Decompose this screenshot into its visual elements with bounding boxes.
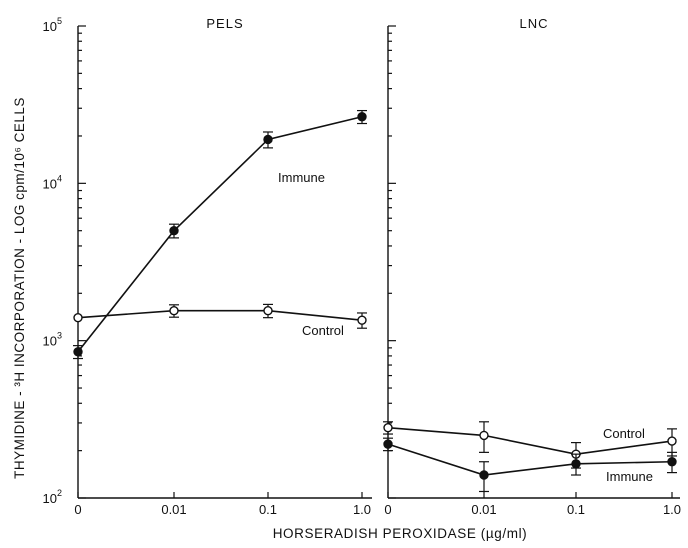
series-control <box>73 303 367 329</box>
series-line <box>387 443 673 476</box>
x-tick-label: 0 <box>74 502 81 517</box>
y-tick-label: 104 <box>43 173 62 191</box>
series-line <box>77 115 363 353</box>
series-label-control: Control <box>302 323 344 338</box>
x-tick-label: 0.1 <box>567 502 585 517</box>
series-immune <box>73 109 367 360</box>
series-label-immune: Immune <box>278 170 325 185</box>
x-axis-label: HORSERADISH PEROXIDASE (µg/ml) <box>273 526 528 541</box>
x-tick-label: 1.0 <box>353 502 371 517</box>
y-tick-label: 105 <box>43 16 62 34</box>
data-point <box>263 134 273 145</box>
panel-title: LNC <box>519 16 548 31</box>
data-point <box>357 315 367 325</box>
x-tick-label: 0.01 <box>161 502 186 517</box>
data-point <box>383 422 393 433</box>
data-point <box>479 430 489 441</box>
data-point <box>667 457 677 467</box>
data-point <box>169 225 179 236</box>
data-point <box>479 470 489 480</box>
x-tick-label: 0.01 <box>471 502 496 517</box>
data-point <box>169 306 179 316</box>
data-point <box>667 436 677 446</box>
panel-title: PELS <box>206 16 243 31</box>
series-label-control: Control <box>603 426 645 441</box>
data-point <box>73 347 83 357</box>
data-point <box>357 112 367 122</box>
series-label-immune: Immune <box>606 469 653 484</box>
data-point <box>263 306 273 316</box>
y-axis-label: THYMIDINE - ³H INCORPORATION - LOG cpm/1… <box>12 97 27 479</box>
series-line <box>387 426 673 455</box>
plot-area: PELS 102 103 104 105 0 0.01 0.1 1.0 LNC 0 0.01 0.1 1.… <box>43 16 682 517</box>
panel-lnc: LNC 0 0.01 0.1 1.0 <box>383 16 681 517</box>
data-point <box>73 312 83 323</box>
y-tick-label: 102 <box>43 488 62 506</box>
x-tick-label: 0.1 <box>259 502 277 517</box>
x-tick-label: 0 <box>384 502 391 517</box>
y-tick-label: 103 <box>43 331 62 349</box>
panel-pels: PELS 102 103 104 105 0 0.01 0.1 1.0 <box>43 16 372 517</box>
data-point <box>571 459 581 469</box>
data-point <box>383 439 393 449</box>
x-tick-label: 1.0 <box>663 502 681 517</box>
series-line <box>77 309 363 321</box>
series-immune <box>383 437 677 493</box>
